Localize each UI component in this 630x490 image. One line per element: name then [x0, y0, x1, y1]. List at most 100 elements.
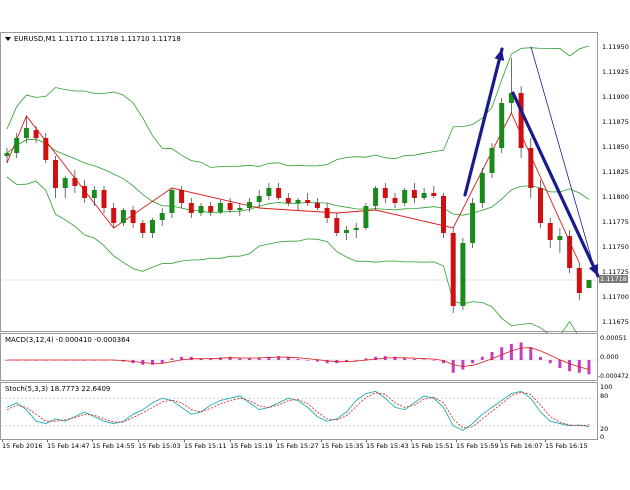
- macd-histogram-bar: [170, 358, 174, 360]
- price-chart-pane[interactable]: EURUSD,M1 1.11710 1.11718 1.11710 1.1171…: [0, 32, 599, 333]
- candle: [23, 116, 29, 143]
- macd-histogram-bar: [403, 358, 407, 360]
- candle: [499, 98, 505, 153]
- candle-body: [72, 178, 78, 186]
- candle-body: [305, 200, 311, 203]
- candle-body: [441, 196, 446, 233]
- candle: [538, 180, 543, 228]
- candle: [53, 156, 58, 198]
- macd-pane[interactable]: MACD(3,12,4) -0.000410 -0.000364: [0, 333, 599, 381]
- time-tick-mark: [411, 440, 412, 442]
- time-label: 15 Feb 14:55: [92, 442, 135, 450]
- candle-body: [285, 198, 291, 203]
- candle-body: [344, 230, 349, 233]
- candle-body: [82, 186, 88, 198]
- macd-histogram-bar: [180, 356, 184, 360]
- time-label: 15 Feb 15:43: [366, 442, 409, 450]
- price-chart-canvas[interactable]: [1, 33, 599, 333]
- macd-histogram-bar: [267, 356, 271, 360]
- candle-body: [431, 193, 437, 196]
- price-tick: 1.11725: [602, 268, 629, 276]
- macd-histogram-bar: [587, 360, 591, 375]
- candle: [450, 228, 456, 313]
- candle-body: [43, 138, 49, 160]
- macd-histogram-bar: [286, 357, 290, 360]
- time-tick-mark: [321, 440, 322, 442]
- macd-histogram-bar: [451, 360, 455, 373]
- macd-tick-bottom: -0.000472: [598, 373, 629, 380]
- macd-histogram-bar: [539, 356, 542, 360]
- time-label: 15 Feb 15:51: [411, 442, 454, 450]
- candle-body: [576, 268, 582, 293]
- time-label: 15 Feb 14:47: [47, 442, 90, 450]
- time-axis[interactable]: 15 Feb 2016 15 Feb 14:47 15 Feb 14:55 15 Fe…: [0, 440, 598, 454]
- candle: [518, 86, 524, 158]
- stochastic-title: Stoch(5,3,3) 18.7773 22.6409: [5, 385, 111, 393]
- candle-body: [499, 103, 505, 148]
- trend-guide-line: [530, 46, 596, 272]
- candle: [479, 168, 485, 208]
- candle: [188, 198, 194, 218]
- price-tick: 1.11750: [602, 243, 629, 251]
- macd-histogram-bar: [257, 357, 261, 360]
- time-tick-mark: [276, 440, 277, 442]
- time-label: 15 Feb 2016: [2, 442, 43, 450]
- candle-body: [557, 236, 563, 240]
- candle-body: [227, 203, 233, 210]
- time-label: 15 Feb 15:35: [321, 442, 364, 450]
- candle: [392, 193, 398, 208]
- candle-body: [4, 153, 10, 156]
- candle-body: [411, 190, 417, 198]
- macd-histogram-bar: [480, 356, 484, 360]
- price-tick: 1.11775: [602, 218, 629, 226]
- stochastic-pane[interactable]: Stoch(5,3,3) 18.7773 22.6409: [0, 382, 599, 440]
- macd-histogram-bar: [548, 360, 552, 364]
- macd-histogram-bar: [238, 358, 242, 360]
- candle-body: [140, 223, 146, 233]
- macd-histogram-bar: [471, 360, 475, 364]
- candle: [72, 170, 78, 193]
- candle-body: [276, 188, 282, 198]
- stochastic-canvas: [1, 390, 599, 431]
- macd-histogram-bar: [364, 358, 368, 360]
- zigzag-line: [6, 111, 580, 264]
- uptrend-arrow-head: [494, 49, 505, 61]
- macd-histogram-bar: [529, 347, 533, 360]
- macd-histogram-bar: [490, 352, 494, 360]
- time-label: 15 Feb 15:03: [138, 442, 181, 450]
- time-tick-mark: [500, 440, 501, 442]
- candle-body: [295, 200, 301, 203]
- candle: [470, 198, 476, 248]
- macd-histogram-bar: [296, 359, 300, 360]
- candle: [198, 203, 204, 216]
- candle: [159, 208, 165, 226]
- bollinger-lower-line: [6, 176, 578, 333]
- time-tick-mark: [366, 440, 367, 442]
- candle: [276, 183, 282, 200]
- time-label: 15 Feb 16:15: [545, 442, 588, 450]
- candle: [169, 188, 175, 218]
- candle-body: [169, 190, 175, 213]
- time-label: 15 Feb 15:11: [184, 442, 227, 450]
- candle: [586, 280, 592, 288]
- price-tick: 1.11850: [602, 143, 629, 151]
- candle: [431, 186, 437, 198]
- candle-body: [363, 206, 369, 228]
- candle: [557, 228, 563, 253]
- candle: [120, 208, 126, 226]
- macd-histogram-bar: [393, 356, 397, 360]
- candle: [344, 226, 349, 240]
- macd-histogram-bar: [277, 356, 281, 360]
- candle: [227, 198, 233, 213]
- candle: [111, 203, 117, 228]
- macd-histogram-bar: [151, 360, 154, 365]
- macd-histogram-bar: [461, 360, 465, 370]
- candle-body: [470, 203, 476, 243]
- macd-histogram-bar: [325, 360, 329, 364]
- candle: [363, 203, 369, 230]
- macd-histogram-bar: [209, 358, 213, 360]
- candle: [91, 186, 97, 206]
- candle: [247, 198, 252, 212]
- macd-histogram-bar: [500, 347, 504, 360]
- price-scale[interactable]: 1.11950 1.11925 1.11900 1.11875 1.11850 1.118…: [598, 32, 630, 332]
